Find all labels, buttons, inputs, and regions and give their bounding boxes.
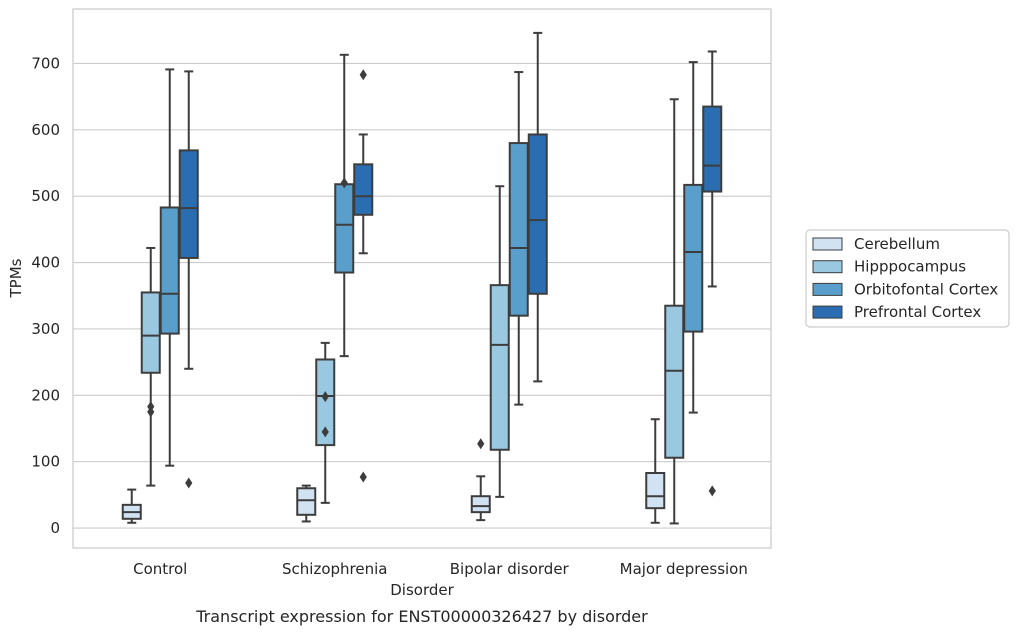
box-iqr <box>334 183 355 274</box>
x-axis-ticks: Control Schizophrenia Bipolar disorder Majo… <box>133 560 748 578</box>
x-axis-label: Disorder <box>390 581 454 599</box>
box-group <box>702 50 723 497</box>
legend-frame <box>805 229 1010 328</box>
x-tick-label: Bipolar disorder <box>450 560 570 578</box>
box-iqr <box>527 133 548 295</box>
outlier-point <box>321 391 329 403</box>
box-group <box>470 438 491 522</box>
box-iqr <box>315 358 336 447</box>
box-iqr <box>470 495 491 514</box>
box-iqr <box>140 291 161 374</box>
chart-caption: Transcript expression for ENST0000032642… <box>195 607 648 626</box>
box-iqr <box>508 142 529 317</box>
box-group <box>178 70 199 489</box>
box-iqr <box>353 163 374 216</box>
outlier-point <box>147 401 155 413</box>
legend-swatch <box>812 237 843 251</box>
boxes <box>121 31 723 525</box>
box-iqr <box>296 487 317 516</box>
box-iqr <box>178 149 199 259</box>
y-axis-ticks: 0 100 200 300 400 500 600 700 <box>31 54 60 537</box>
box-group <box>159 68 180 467</box>
box-group <box>489 185 510 498</box>
outlier-point <box>477 438 485 450</box>
legend-swatch <box>812 260 843 274</box>
outlier-point <box>359 69 367 81</box>
box-iqr <box>645 471 666 510</box>
box-group <box>334 53 355 358</box>
outlier-point <box>359 471 367 483</box>
outlier-point <box>340 177 348 189</box>
y-tick-label: 300 <box>31 320 60 338</box>
box-group <box>683 61 704 414</box>
box-group <box>527 31 548 383</box>
box-group <box>121 488 142 524</box>
legend-label: Prefrontal Cortex <box>854 303 981 321</box>
legend-swatch <box>812 282 843 296</box>
legend-label: Hipppocampus <box>854 258 966 276</box>
outlier-point <box>321 426 329 438</box>
legend: Cerebellum Hipppocampus Orbitofontal Corte… <box>805 229 1010 328</box>
box-iqr <box>683 183 704 333</box>
y-tick-label: 200 <box>31 386 60 404</box>
legend-swatch <box>812 305 843 319</box>
box-group <box>664 98 685 525</box>
box-group <box>508 71 529 406</box>
legend-label: Orbitofontal Cortex <box>854 280 998 298</box>
y-tick-label: 100 <box>31 453 60 471</box>
legend-label: Cerebellum <box>854 235 940 253</box>
box-group <box>353 69 374 483</box>
x-tick-label: Control <box>133 560 187 578</box>
plot-frame <box>72 8 772 549</box>
box-group <box>296 484 317 523</box>
y-tick-label: 600 <box>31 121 60 139</box>
outlier-point <box>708 485 716 497</box>
y-tick-label: 0 <box>50 519 60 537</box>
x-tick-label: Schizophrenia <box>282 560 387 578</box>
y-tick-label: 400 <box>31 254 60 272</box>
box-iqr <box>664 304 685 459</box>
outlier-point <box>185 477 193 489</box>
x-tick-label: Major depression <box>620 560 748 578</box>
y-axis-label: TPMs <box>7 258 25 298</box>
box-iqr <box>159 206 180 335</box>
box-iqr <box>702 105 723 193</box>
box-group <box>315 341 336 504</box>
box-iqr <box>489 284 510 451</box>
box-group <box>645 418 666 524</box>
box-group <box>140 246 161 487</box>
y-tick-label: 500 <box>31 187 60 205</box>
y-tick-label: 700 <box>31 54 60 72</box>
